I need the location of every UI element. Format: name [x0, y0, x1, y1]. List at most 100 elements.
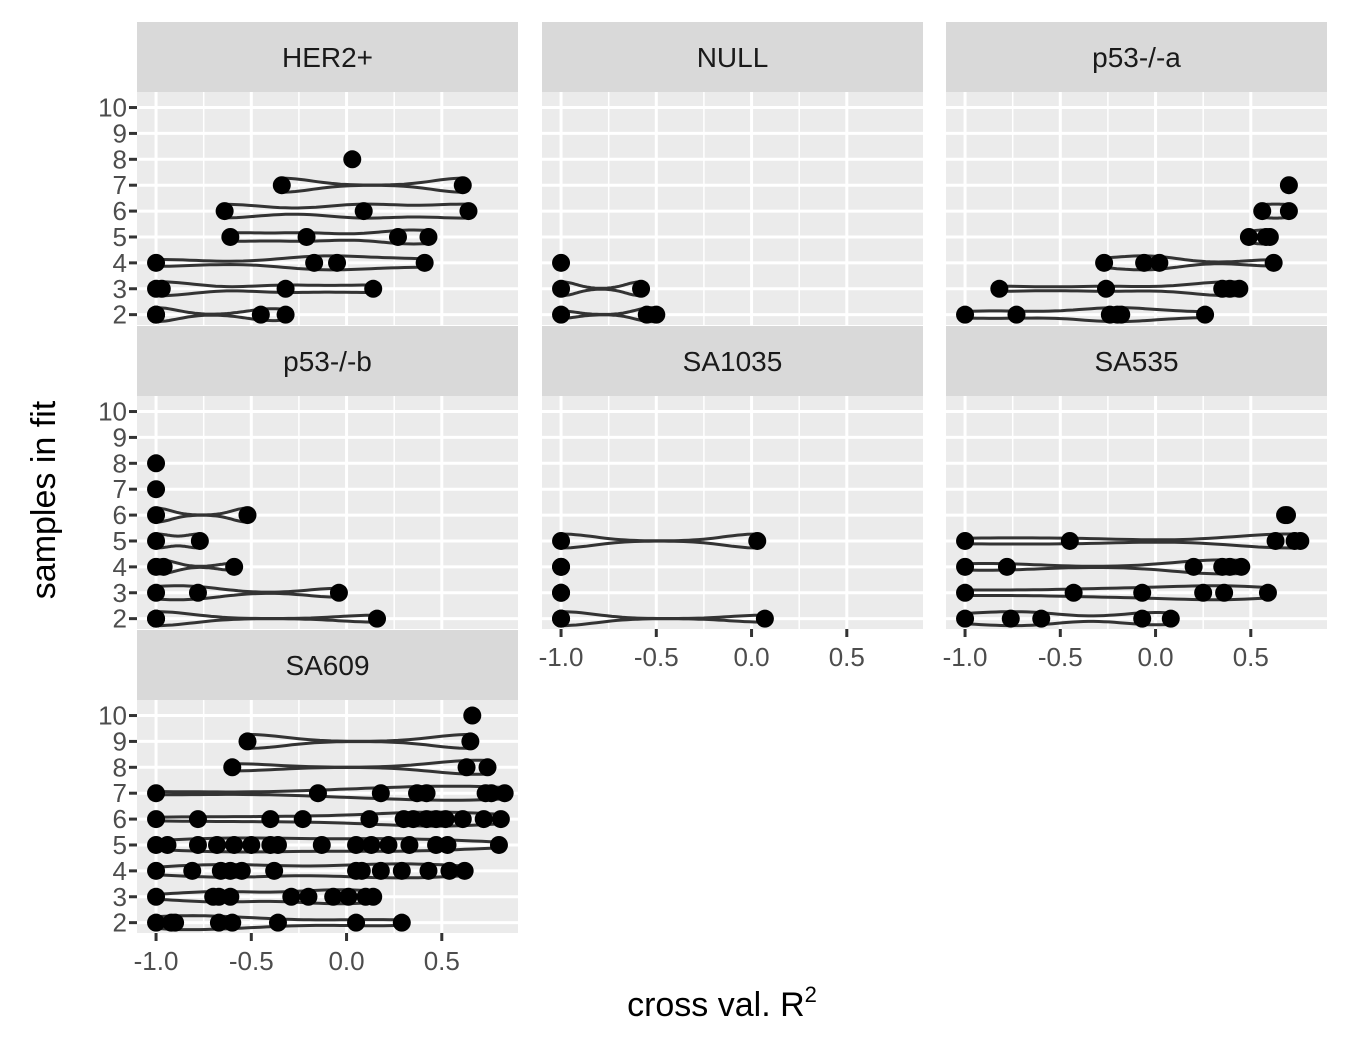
- x-tick-label: -1.0: [134, 946, 179, 976]
- data-point: [1095, 253, 1114, 272]
- facet-label: HER2+: [282, 42, 373, 73]
- y-tick-label: 6: [113, 804, 127, 834]
- data-point: [1277, 506, 1296, 525]
- facet-sa535: SA535 -1.0 -0.5 0.0 0.5: [943, 326, 1327, 672]
- data-point: [347, 835, 366, 854]
- data-point: [305, 253, 324, 272]
- y-tick-label: 5: [113, 222, 127, 252]
- data-point: [299, 887, 318, 906]
- data-point: [215, 202, 234, 221]
- data-point: [388, 227, 407, 246]
- y-tick-label: 8: [113, 752, 127, 782]
- x-tick-label: 0.5: [424, 946, 460, 976]
- data-point: [147, 887, 166, 906]
- x-tick-label: -0.5: [634, 642, 679, 672]
- data-point: [404, 810, 423, 829]
- data-point: [997, 557, 1016, 576]
- data-point: [282, 887, 301, 906]
- data-point: [251, 305, 270, 324]
- data-point: [225, 557, 244, 576]
- data-point: [354, 202, 373, 221]
- data-point: [1230, 279, 1249, 298]
- data-point: [552, 583, 571, 602]
- data-point: [297, 227, 316, 246]
- data-point: [166, 913, 185, 932]
- data-point: [147, 861, 166, 880]
- data-point: [308, 784, 327, 803]
- data-point: [152, 279, 171, 298]
- data-point: [368, 609, 387, 628]
- data-point: [242, 835, 261, 854]
- data-point: [474, 810, 493, 829]
- data-point: [223, 758, 242, 777]
- data-point: [312, 835, 331, 854]
- data-point: [463, 706, 482, 725]
- facet-null: NULL: [542, 22, 923, 325]
- data-point: [956, 557, 975, 576]
- data-point: [1133, 609, 1152, 628]
- data-point: [221, 227, 240, 246]
- data-point: [364, 887, 383, 906]
- y-tick-label: 10: [98, 701, 127, 731]
- y-tick-label: 8: [113, 144, 127, 174]
- data-point: [1260, 227, 1279, 246]
- y-tick-label: 6: [113, 500, 127, 530]
- y-tick-label: 4: [113, 248, 127, 278]
- data-point: [183, 861, 202, 880]
- data-point: [324, 887, 343, 906]
- facet-label: p53-/-b: [283, 346, 372, 377]
- y-tick-label: 9: [113, 726, 127, 756]
- data-point: [188, 810, 207, 829]
- y-tick-label: 7: [113, 778, 127, 808]
- data-point: [1133, 583, 1152, 602]
- facet-label: SA609: [285, 650, 369, 681]
- x-tick-label: -0.5: [229, 946, 274, 976]
- data-point: [238, 732, 257, 751]
- data-point: [495, 784, 514, 803]
- data-point: [221, 887, 240, 906]
- x-tick-label: 0.5: [1233, 642, 1269, 672]
- data-point: [459, 202, 478, 221]
- y-tick-label: 10: [98, 397, 127, 427]
- data-point: [415, 253, 434, 272]
- data-point: [489, 835, 508, 854]
- data-point: [190, 531, 209, 550]
- data-point: [632, 279, 651, 298]
- data-point: [147, 305, 166, 324]
- x-tick-label: 0.0: [733, 642, 769, 672]
- data-point: [1135, 253, 1154, 272]
- data-point: [364, 279, 383, 298]
- facet-label: SA535: [1094, 346, 1178, 377]
- y-tick-label: 9: [113, 118, 127, 148]
- data-point: [440, 861, 459, 880]
- facet-label: p53-/-a: [1092, 42, 1181, 73]
- data-point: [1253, 202, 1272, 221]
- data-point: [552, 253, 571, 272]
- data-point: [371, 784, 390, 803]
- data-point: [339, 887, 358, 906]
- x-tick-label: 0.0: [1137, 642, 1173, 672]
- y-tick-label: 4: [113, 856, 127, 886]
- data-point: [1060, 531, 1079, 550]
- data-point: [1232, 557, 1251, 576]
- y-tick-label: 5: [113, 526, 127, 556]
- data-point: [1266, 531, 1285, 550]
- data-point: [419, 227, 438, 246]
- data-point: [552, 305, 571, 324]
- facet-strip: [137, 22, 518, 92]
- data-point: [1258, 583, 1277, 602]
- data-point: [232, 861, 251, 880]
- data-point: [438, 835, 457, 854]
- data-point: [209, 913, 228, 932]
- data-point: [453, 176, 472, 195]
- data-point: [158, 835, 177, 854]
- data-point: [1264, 253, 1283, 272]
- data-point: [956, 609, 975, 628]
- data-point: [1279, 176, 1298, 195]
- data-point: [461, 732, 480, 751]
- y-tick-label: 3: [113, 882, 127, 912]
- data-point: [347, 913, 366, 932]
- panel-background: [542, 92, 923, 325]
